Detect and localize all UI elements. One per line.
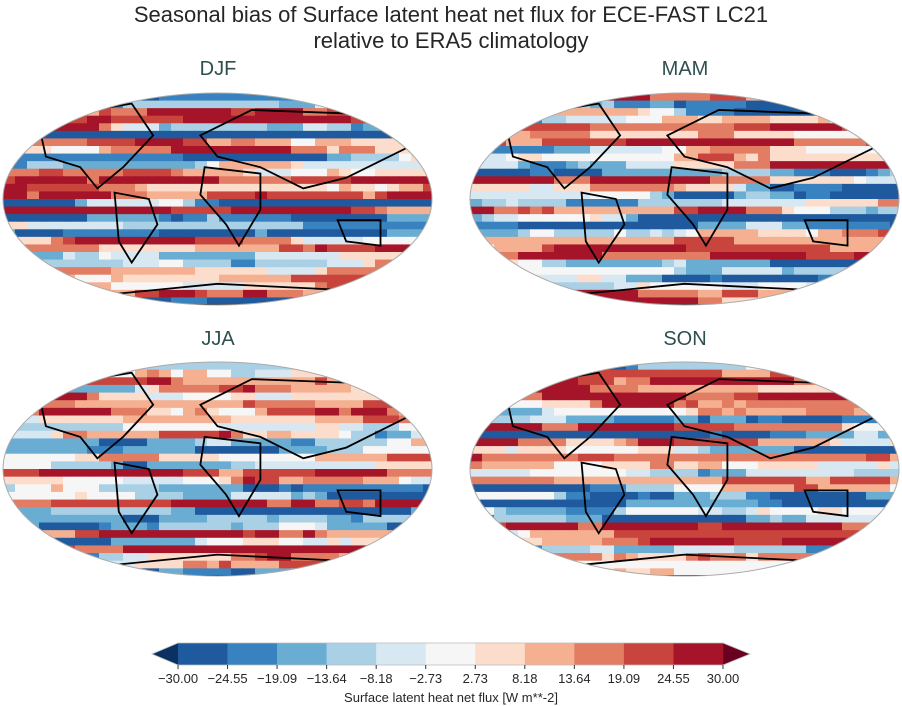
colorbar-segment [673,643,724,665]
colorbar-segment [574,643,625,665]
panel-title-son: SON [663,328,707,350]
coastline [336,489,382,518]
colorbar-tick-label: 2.73 [462,671,488,686]
coastline [113,461,159,535]
map-boundary [469,361,900,577]
colorbar-tick-label: −19.09 [257,671,298,686]
coastline [113,191,159,265]
coastline [198,109,413,190]
coastline [803,219,849,247]
coastline [336,219,382,247]
bias-map-son [470,362,899,576]
colorbar-segment [475,643,526,665]
coastline [198,378,413,460]
coastline [580,461,626,535]
colorbar-segment [524,643,575,665]
colorbar-tick-label: 8.18 [512,671,538,686]
colorbar-segment [326,643,377,665]
coastline [803,489,849,518]
map-boundary [2,361,433,577]
figure-title-line1: Seasonal bias of Surface latent heat net… [133,2,769,27]
colorbar-tick-label: −8.18 [359,671,393,686]
colorbar-tick-label: 13.64 [558,671,591,686]
colorbar-segment [425,643,476,665]
coastline [665,109,880,190]
coastline [199,166,262,248]
coastline [580,191,626,265]
coastline [503,371,622,460]
coastline [36,371,155,460]
coastline [666,166,729,248]
colorbar-segment [178,643,228,665]
colorbar-label: Surface latent heat net flux [W m**-2] [344,690,558,705]
coastline [503,102,622,190]
coastline [666,435,729,518]
colorbar-tick-label: −24.55 [207,671,248,686]
colorbar-tick-label: 30.00 [706,671,740,686]
panel-title-mam: MAM [661,58,709,80]
colorbar [150,642,752,669]
figure-title-line2: relative to ERA5 climatology [313,28,589,53]
coastline [199,435,262,518]
coastline [36,102,155,190]
panel-title-djf: DJF [199,58,237,80]
colorbar-under-arrow [152,643,178,665]
panel-title-jja: JJA [201,328,235,350]
colorbar-tick-label: −30.00 [157,671,199,686]
colorbar-tick-label: 19.09 [607,671,641,686]
coastline [665,378,880,460]
colorbar-tick-label: 24.55 [657,671,690,686]
colorbar-tick-label: −13.64 [306,671,347,686]
colorbar-segment [376,643,427,665]
map-boundary [469,92,900,306]
bias-map-mam [470,93,899,305]
colorbar-tick-label: −2.73 [409,671,443,686]
map-boundary [2,92,433,306]
colorbar-segment [277,643,327,665]
colorbar-segment [623,643,674,665]
colorbar-segment [227,643,278,665]
colorbar-over-arrow [723,643,750,665]
